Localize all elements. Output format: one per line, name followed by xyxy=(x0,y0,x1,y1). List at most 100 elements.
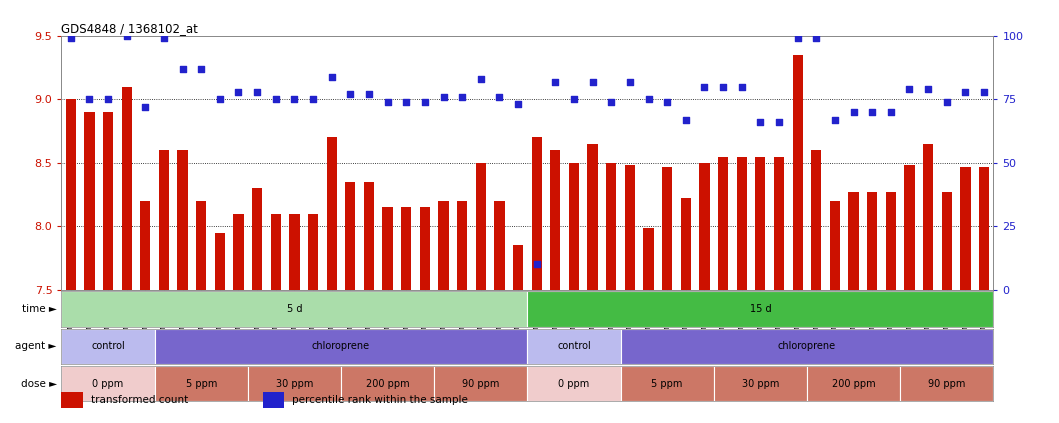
Bar xyxy=(271,214,281,290)
Point xyxy=(845,109,862,115)
Text: 0 ppm: 0 ppm xyxy=(558,379,590,389)
Bar xyxy=(122,87,131,290)
Bar xyxy=(159,150,169,290)
FancyBboxPatch shape xyxy=(900,366,993,401)
Text: 30 ppm: 30 ppm xyxy=(275,379,313,389)
Point xyxy=(212,96,229,103)
Bar xyxy=(867,192,877,290)
Point xyxy=(80,96,97,103)
FancyBboxPatch shape xyxy=(527,329,621,364)
FancyBboxPatch shape xyxy=(527,366,621,401)
FancyBboxPatch shape xyxy=(527,291,993,327)
Point xyxy=(62,35,79,42)
Point xyxy=(435,93,452,100)
FancyBboxPatch shape xyxy=(248,366,341,401)
Point xyxy=(938,99,955,105)
Point xyxy=(509,101,526,108)
Point xyxy=(975,88,992,95)
Bar xyxy=(263,392,284,409)
Point xyxy=(491,93,508,100)
Point xyxy=(826,116,843,123)
FancyBboxPatch shape xyxy=(714,366,807,401)
Bar xyxy=(979,167,989,290)
Bar xyxy=(233,214,244,290)
Point xyxy=(323,73,340,80)
Bar xyxy=(419,207,430,290)
Bar xyxy=(830,201,840,290)
Bar xyxy=(662,167,672,290)
Point xyxy=(957,88,974,95)
Point xyxy=(230,88,247,95)
FancyBboxPatch shape xyxy=(807,366,900,401)
Point xyxy=(585,78,602,85)
Point xyxy=(678,116,695,123)
Text: 5 ppm: 5 ppm xyxy=(185,379,217,389)
Point xyxy=(416,99,433,105)
Bar xyxy=(103,112,113,290)
FancyBboxPatch shape xyxy=(155,366,248,401)
Point xyxy=(174,66,191,72)
FancyBboxPatch shape xyxy=(61,291,527,327)
Point xyxy=(453,93,470,100)
Text: chloroprene: chloroprene xyxy=(778,341,836,352)
Point xyxy=(305,96,322,103)
Bar xyxy=(457,201,467,290)
Bar xyxy=(904,165,915,290)
Bar xyxy=(475,163,486,290)
Point xyxy=(622,78,639,85)
Bar xyxy=(644,228,653,290)
Text: 5 ppm: 5 ppm xyxy=(651,379,683,389)
Point xyxy=(696,83,713,90)
Point xyxy=(603,99,620,105)
Bar xyxy=(326,137,337,290)
Bar xyxy=(681,198,690,290)
Point xyxy=(193,66,210,72)
Point xyxy=(901,86,918,93)
Point xyxy=(789,35,806,42)
FancyBboxPatch shape xyxy=(61,329,155,364)
Point xyxy=(249,88,266,95)
Text: time ►: time ► xyxy=(22,304,57,314)
Bar xyxy=(755,157,766,290)
Point xyxy=(137,104,154,110)
Bar xyxy=(551,150,560,290)
Point xyxy=(286,96,303,103)
Text: control: control xyxy=(557,341,591,352)
Bar xyxy=(178,150,187,290)
Bar xyxy=(885,192,896,290)
Point xyxy=(546,78,563,85)
Text: 90 ppm: 90 ppm xyxy=(462,379,500,389)
Point xyxy=(882,109,899,115)
Bar xyxy=(61,392,83,409)
Text: 200 ppm: 200 ppm xyxy=(831,379,876,389)
Text: agent ►: agent ► xyxy=(16,341,57,352)
Bar xyxy=(588,144,597,290)
Text: chloroprene: chloroprene xyxy=(312,341,370,352)
Text: 5 d: 5 d xyxy=(287,304,302,314)
Bar xyxy=(923,144,933,290)
Bar xyxy=(811,150,822,290)
Point xyxy=(472,76,489,82)
Text: control: control xyxy=(91,341,125,352)
Text: transformed count: transformed count xyxy=(91,396,187,405)
Point xyxy=(342,91,359,98)
Bar xyxy=(606,163,616,290)
Bar xyxy=(438,201,449,290)
Point xyxy=(771,119,788,126)
Text: GDS4848 / 1368102_at: GDS4848 / 1368102_at xyxy=(61,22,198,35)
Text: dose ►: dose ► xyxy=(20,379,57,389)
Bar xyxy=(941,192,952,290)
Bar xyxy=(345,182,356,290)
Point xyxy=(640,96,657,103)
Bar xyxy=(215,233,225,290)
Bar xyxy=(774,157,784,290)
Point xyxy=(360,91,377,98)
Text: 30 ppm: 30 ppm xyxy=(741,379,779,389)
Bar xyxy=(140,201,150,290)
FancyBboxPatch shape xyxy=(621,366,714,401)
Bar xyxy=(792,55,803,290)
Bar xyxy=(513,245,523,290)
FancyBboxPatch shape xyxy=(341,366,434,401)
Point xyxy=(100,96,116,103)
Bar xyxy=(364,182,374,290)
